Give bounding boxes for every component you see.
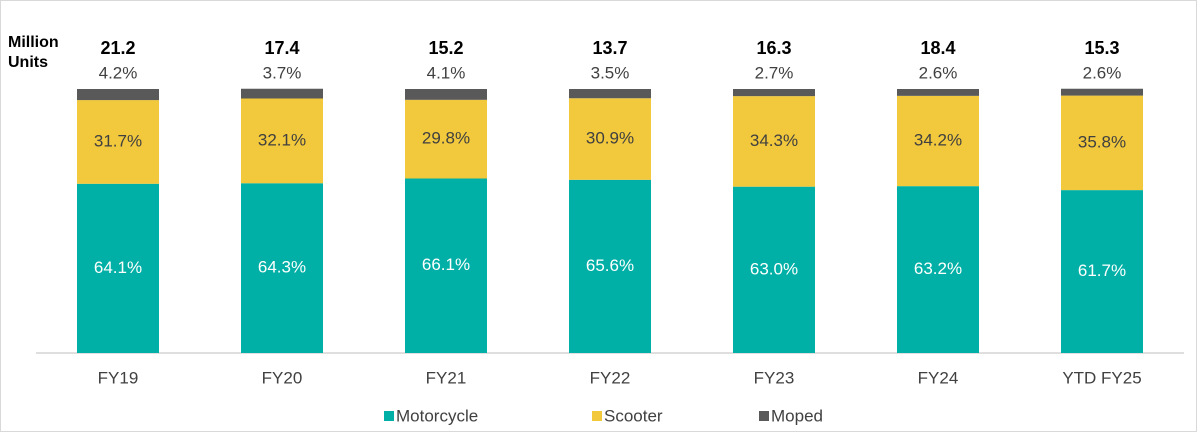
value-label: 65.6% [586, 256, 634, 275]
legend-label: Motorcycle [396, 406, 478, 425]
legend-label: Moped [771, 406, 823, 425]
bar-segment [1061, 88, 1143, 96]
total-label: 18.4 [920, 38, 955, 58]
x-tick-label: FY20 [262, 368, 303, 387]
bar-segment [405, 178, 487, 353]
bar-segment [241, 183, 323, 353]
bar-segment [77, 183, 159, 353]
value-label: 4.1% [427, 63, 466, 82]
total-label: 15.3 [1084, 38, 1119, 58]
x-tick-label: FY23 [754, 368, 795, 387]
x-tick-label: FY22 [590, 368, 631, 387]
value-label: 2.6% [919, 63, 958, 82]
y-axis-label: Million Units [8, 34, 59, 71]
value-label: 34.2% [914, 130, 962, 149]
value-label: 32.1% [258, 130, 306, 149]
bar-segment [569, 179, 651, 353]
bar-segment [1061, 95, 1143, 191]
value-label: 3.7% [263, 63, 302, 82]
x-tick-label: FY19 [98, 368, 139, 387]
bar-segment [569, 98, 651, 180]
bar-segment [241, 88, 323, 99]
value-label: 2.7% [755, 63, 794, 82]
legend-label: Scooter [604, 406, 663, 425]
value-label: 29.8% [422, 129, 470, 148]
bar-segment [733, 89, 815, 97]
legend-swatch [384, 411, 394, 421]
value-label: 2.6% [1083, 63, 1122, 82]
bar-segment [897, 89, 979, 96]
bar-segment [733, 96, 815, 187]
value-label: 63.0% [750, 259, 798, 278]
bar-segment [405, 99, 487, 179]
total-label: 15.2 [428, 38, 463, 58]
value-label: 31.7% [94, 131, 142, 150]
total-label: 16.3 [756, 38, 791, 58]
bar-segment [77, 89, 159, 101]
value-label: 66.1% [422, 255, 470, 274]
bar-segment [405, 89, 487, 100]
x-tick-label: YTD FY25 [1062, 368, 1141, 387]
value-label: 64.3% [258, 258, 306, 277]
total-label: 17.4 [264, 38, 299, 58]
value-label: 34.3% [750, 131, 798, 150]
value-label: 63.2% [914, 259, 962, 278]
bar-segment [733, 186, 815, 353]
bar-segment [1061, 190, 1143, 353]
bar-segment [77, 100, 159, 184]
value-label: 64.1% [94, 258, 142, 277]
total-label: 21.2 [100, 38, 135, 58]
bar-segment [897, 186, 979, 353]
x-tick-label: FY21 [426, 368, 467, 387]
bar-segment [241, 98, 323, 184]
value-label: 35.8% [1078, 132, 1126, 151]
value-label: 61.7% [1078, 261, 1126, 280]
value-label: 4.2% [99, 63, 138, 82]
value-label: 3.5% [591, 63, 630, 82]
bar-segment [897, 95, 979, 187]
value-label: 30.9% [586, 129, 634, 148]
x-tick-label: FY24 [918, 368, 959, 387]
legend-swatch [759, 411, 769, 421]
bar-segment [569, 89, 651, 99]
total-label: 13.7 [592, 38, 627, 58]
legend-swatch [592, 411, 602, 421]
